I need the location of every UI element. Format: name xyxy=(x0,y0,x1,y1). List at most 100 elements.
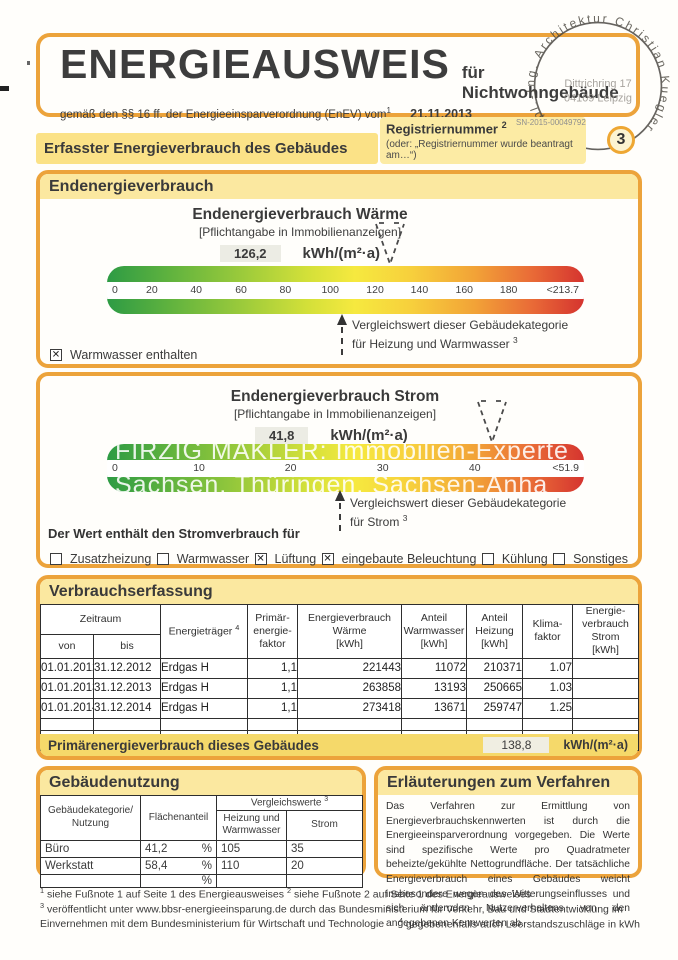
percent-sign: % xyxy=(201,842,212,855)
section-endenergieverbrauch: Endenergieverbrauch Endenergieverbrauch … xyxy=(36,170,642,368)
strom-scale-bar: FIRZIG MAKLER: Immobilien-Experte Sachse… xyxy=(107,444,584,492)
percent-sign: % xyxy=(201,874,212,887)
section-title-erlaeuterungen: Erläuterungen zum Verfahren xyxy=(378,770,638,795)
checkbox-box-icon[interactable] xyxy=(481,553,494,565)
checkbox-box-icon[interactable] xyxy=(321,553,334,565)
col-header-bis: bis xyxy=(93,634,161,659)
tick-label: 80 xyxy=(279,284,292,296)
footnote-4: 4 gegebenenfalls auch Leerstandszuschläg… xyxy=(399,916,640,931)
checkbox-zusatzheizung[interactable]: Zusatzheizung xyxy=(50,552,151,566)
section-erlaeuterungen: Erläuterungen zum Verfahren Das Verfahre… xyxy=(374,766,642,929)
primaerenergieverbrauch-bar: Primärenergieverbrauch dieses Gebäudes 1… xyxy=(40,734,638,756)
cell-energietraeger: Erdgas H xyxy=(160,697,248,719)
page-number-badge: 3 xyxy=(607,126,635,154)
tick-label: 160 xyxy=(455,284,474,296)
waerme-mandatory-note: [Pflichtangabe in Immobilienanzeigen] xyxy=(198,225,402,239)
checkbox-box-icon[interactable] xyxy=(553,553,566,565)
scan-artifact xyxy=(0,86,9,91)
registriernummer-alt-text: (oder: „Registriernummer wurde beantragt… xyxy=(386,139,573,162)
footnote-text: veröffentlicht unter www.bbsr-energieein… xyxy=(40,903,623,930)
checkbox-label: eingebaute Beleuchtung xyxy=(341,552,477,566)
footnote-2: 2 siehe Fußnote 2 auf Seite 1 des Energi… xyxy=(287,886,531,901)
section-title-endenergieverbrauch: Endenergieverbrauch xyxy=(40,174,638,199)
checkbox-warmwasser[interactable]: Warmwasser xyxy=(156,552,250,566)
cell-empty xyxy=(466,717,523,731)
tick-label: 180 xyxy=(499,284,518,296)
cell-heizung: 250665 xyxy=(466,677,523,699)
col-header-anteil-warmwasser: Anteil Warmwasser [kWh] xyxy=(401,604,467,659)
stamp-circle xyxy=(533,21,663,151)
tick-label: 140 xyxy=(410,284,429,296)
strom-comparison-text: Vergleichswert dieser Gebäudekategorie f… xyxy=(350,496,566,530)
tick-label: 20 xyxy=(284,462,297,474)
section-title-gebaeudenutzung: Gebäudenutzung xyxy=(40,770,362,795)
checkbox-sonstiges[interactable]: Sonstiges xyxy=(553,552,628,566)
architect-stamp-seal: Dipl.-Ing. Architektur Christian Kuegler… xyxy=(523,11,672,151)
tick-label: 40 xyxy=(190,284,203,296)
checkbox-kuehlung[interactable]: Kühlung xyxy=(481,552,548,566)
table-row: 01.01.2012 31.12.2012 Erdgas H 1,1 22144… xyxy=(40,657,639,679)
checkbox-box-icon[interactable] xyxy=(254,553,267,565)
cell-empty xyxy=(93,717,161,731)
cell-flaechenanteil: 41,2% xyxy=(140,839,217,858)
col-header-energietraeger: Energieträger 4 xyxy=(160,604,248,659)
checkbox-eingebaute-beleuchtung[interactable]: eingebaute Beleuchtung xyxy=(321,552,477,566)
comparison-line2-text: für Strom xyxy=(350,515,400,529)
cell-warmwasser: 13193 xyxy=(401,677,467,699)
checkbox-box-icon[interactable] xyxy=(156,553,169,565)
registration-number: SN-2015-00049792 xyxy=(516,118,586,127)
col-header-gebaeudekategorie: Gebäudekategorie/ Nutzung xyxy=(40,795,141,841)
strom-comparison-arrow-icon xyxy=(333,490,347,531)
checkbox-label: Lüftung xyxy=(274,552,317,566)
checkbox-label: Sonstiges xyxy=(573,552,628,566)
comparison-line1: Vergleichswert dieser Gebäudekategorie xyxy=(350,496,567,510)
waerme-value-row: 126,2 kWh/(m²·a) xyxy=(220,245,380,262)
table-row: Werkstatt 58,4% 110 20 xyxy=(40,856,363,875)
footnote-text: gegebenenfalls auch Leerstandszuschläge … xyxy=(405,918,640,931)
cell-klimafaktor: 1.03 xyxy=(522,677,573,699)
checkbox-warmwasser-enthalten[interactable]: Warmwasser enthalten xyxy=(50,348,197,362)
watermark-line1: FIRZIG MAKLER: Immobilien-Experte xyxy=(115,444,569,465)
title-box: ENERGIEAUSWEIS für Nichtwohngebäude gemä… xyxy=(36,33,640,121)
checkbox-lueftung[interactable]: Lüftung xyxy=(254,552,317,566)
col-header-heizung-warmwasser: Heizung und Warmwasser xyxy=(216,809,287,841)
registriernummer-panel: Registriernummer 2 (oder: „Registriernum… xyxy=(380,117,586,164)
comparison-line1: Vergleichswert dieser Gebäudekategorie xyxy=(352,318,569,332)
registriernummer-footnote: 2 xyxy=(501,120,507,130)
col-header-von: von xyxy=(40,634,94,659)
tick-label: 60 xyxy=(235,284,247,296)
strom-value-marker-icon xyxy=(477,400,507,445)
footnote-text: siehe Fußnote 1 auf Seite 1 des Energiea… xyxy=(47,888,284,901)
checkbox-box-icon[interactable] xyxy=(50,349,62,361)
comparison-line2: für Strom 3 xyxy=(350,511,566,530)
scan-artifact xyxy=(27,61,30,65)
col-header-text: Vergleichswerte xyxy=(250,797,322,809)
cell-heizung: 210371 xyxy=(466,657,523,679)
cell-empty xyxy=(40,717,94,731)
cell-strom xyxy=(572,697,639,719)
cell-primaerfaktor: 1,1 xyxy=(247,657,298,679)
strom-includes-label: Der Wert enthält den Stromverbrauch für xyxy=(48,526,300,541)
waerme-comparison-text: Vergleichswert dieser Gebäudekategorie f… xyxy=(352,318,568,352)
cell-von: 01.01.2013 xyxy=(40,677,94,699)
cell-flaechenanteil: 58,4% xyxy=(140,856,217,875)
waerme-title: Endenergieverbrauch Wärme xyxy=(192,206,408,223)
checkbox-box-icon[interactable] xyxy=(50,553,62,565)
law-text: gemäß den §§ 16 ff. der Energieeinsparve… xyxy=(60,108,387,121)
col-header-zeitraum: Zeitraum xyxy=(40,603,161,636)
percent-sign: % xyxy=(201,859,212,872)
checkbox-label: Kühlung xyxy=(501,552,548,566)
law-footnote-marker: 1 xyxy=(386,106,391,115)
section-header-label: Erfasster Energieverbrauch des Gebäudes xyxy=(44,140,348,157)
footnote-marker: 3 xyxy=(40,901,45,910)
cell-klimafaktor: 1.25 xyxy=(522,697,573,719)
strom-title: Endenergieverbrauch Strom xyxy=(230,388,440,405)
erlaeuterungen-text: Das Verfahren zur Ermittlung von Energie… xyxy=(386,801,630,929)
col-header-footnote: 3 xyxy=(324,796,329,803)
cell-von: 01.01.2014 xyxy=(40,697,94,719)
checkbox-label: Warmwasser xyxy=(176,552,250,566)
checkbox-label: Warmwasser enthalten xyxy=(70,348,198,362)
cell-strom xyxy=(286,873,363,888)
tick-label: 0 xyxy=(112,462,118,474)
cell-energietraeger: Erdgas H xyxy=(160,657,248,679)
